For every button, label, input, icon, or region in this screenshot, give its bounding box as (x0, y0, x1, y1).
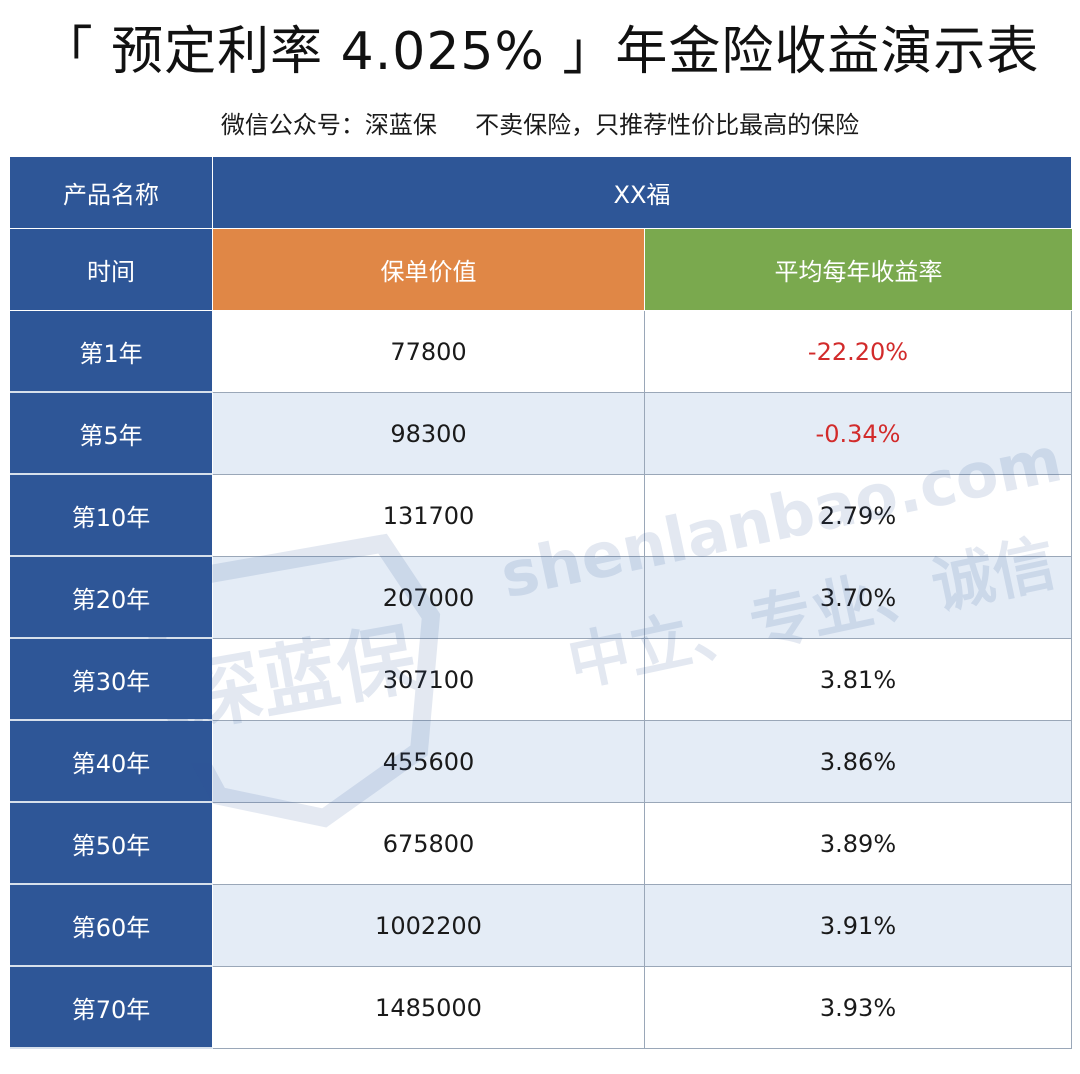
year-cell: 第40年 (10, 721, 213, 803)
year-cell: 第70年 (10, 967, 213, 1049)
table-row: 第20年 207000 3.70% (10, 557, 1072, 639)
policy-value-cell: 77800 (213, 311, 645, 393)
policy-value-cell: 1485000 (213, 967, 645, 1049)
annual-yield-cell: -22.20% (645, 311, 1072, 393)
annual-yield-cell: 3.81% (645, 639, 1072, 721)
page-title: 「 预定利率 4.025% 」年金险收益演示表 (40, 22, 1040, 82)
year-cell: 第50年 (10, 803, 213, 885)
column-header-row: 时间 保单价值 平均每年收益率 (10, 229, 1072, 311)
year-cell: 第10年 (10, 475, 213, 557)
table-row: 第70年 1485000 3.93% (10, 967, 1072, 1049)
table-row: 第5年 98300 -0.34% (10, 393, 1072, 475)
policy-value-cell: 307100 (213, 639, 645, 721)
policy-value-cell: 207000 (213, 557, 645, 639)
table-row: 第10年 131700 2.79% (10, 475, 1072, 557)
annuity-table: 产品名称 XX福 时间 保单价值 平均每年收益率 第1年 77800 -22.20%… (8, 157, 1072, 1049)
annual-yield-cell: -0.34% (645, 393, 1072, 475)
year-cell: 第60年 (10, 885, 213, 967)
policy-value-cell: 455600 (213, 721, 645, 803)
year-cell: 第30年 (10, 639, 213, 721)
annual-yield-cell: 3.93% (645, 967, 1072, 1049)
page-subtitle: 微信公众号：深蓝保 不卖保险，只推荐性价比最高的保险 (220, 111, 860, 139)
table-row: 第60年 1002200 3.91% (10, 885, 1072, 967)
table-row: 第40年 455600 3.86% (10, 721, 1072, 803)
table-row: 第1年 77800 -22.20% (10, 311, 1072, 393)
policy-value-cell: 131700 (213, 475, 645, 557)
year-cell: 第20年 (10, 557, 213, 639)
annual-yield-cell: 2.79% (645, 475, 1072, 557)
annual-yield-cell: 3.86% (645, 721, 1072, 803)
policy-value-cell: 1002200 (213, 885, 645, 967)
table-body: 第1年 77800 -22.20% 第5年 98300 -0.34% 第10年 131700 2… (10, 311, 1072, 1049)
policy-value-cell: 98300 (213, 393, 645, 475)
rate-header: 平均每年收益率 (645, 229, 1072, 311)
annual-yield-cell: 3.70% (645, 557, 1072, 639)
product-name: XX福 (213, 157, 1072, 229)
year-cell: 第5年 (10, 393, 213, 475)
annual-yield-cell: 3.89% (645, 803, 1072, 885)
year-cell: 第1年 (10, 311, 213, 393)
product-label: 产品名称 (10, 157, 213, 229)
product-row: 产品名称 XX福 (10, 157, 1072, 229)
table-row: 第50年 675800 3.89% (10, 803, 1072, 885)
table-row: 第30年 307100 3.81% (10, 639, 1072, 721)
value-header: 保单价值 (213, 229, 645, 311)
policy-value-cell: 675800 (213, 803, 645, 885)
annual-yield-cell: 3.91% (645, 885, 1072, 967)
time-header: 时间 (10, 229, 213, 311)
